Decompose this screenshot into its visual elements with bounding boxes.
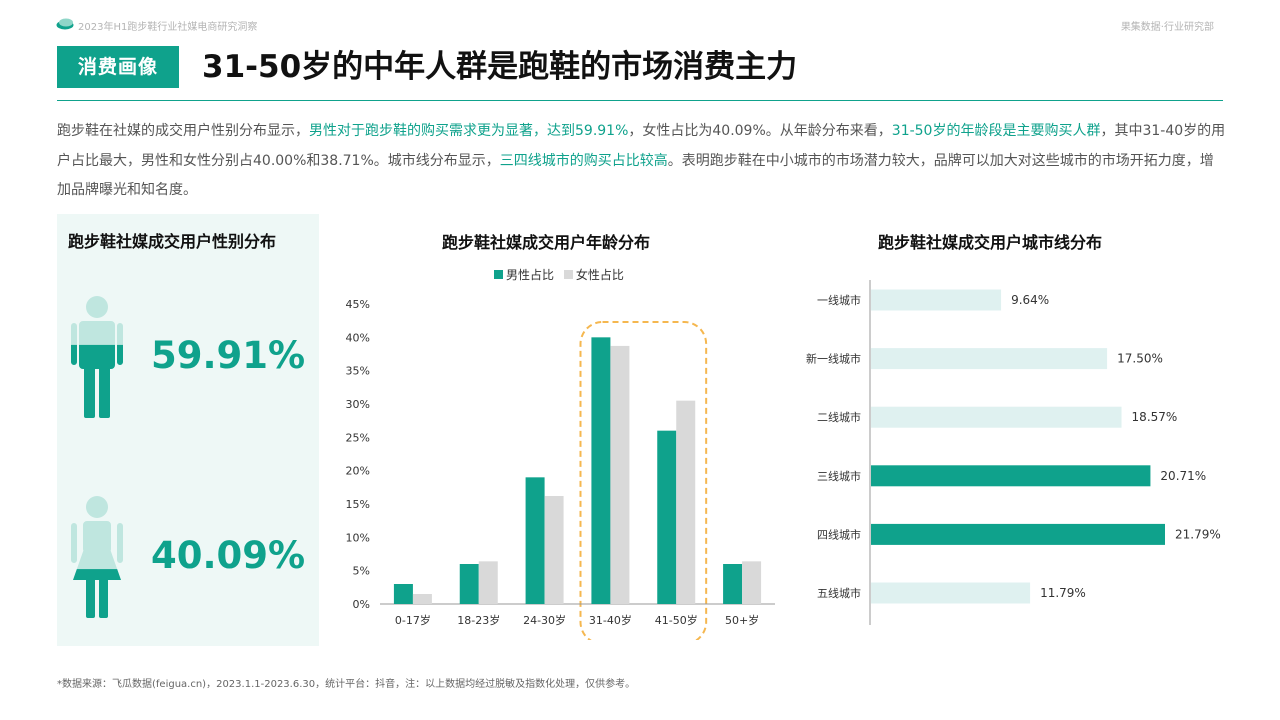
- gender-panel: 跑步鞋社媒成交用户性别分布 59.91%: [57, 214, 319, 646]
- x-tick-label: 50+岁: [725, 613, 759, 627]
- y-tick-label: 25%: [346, 431, 370, 444]
- city-bar: [871, 289, 1002, 311]
- category-label: 一线城市: [817, 293, 861, 307]
- legend-label-male: 男性占比: [506, 268, 555, 282]
- legend-item-female: 女性占比: [563, 266, 624, 283]
- report-name: 2023年H1跑步鞋行业社媒电商研究洞察: [78, 22, 258, 33]
- bar-male: [459, 564, 479, 604]
- bar-male: [591, 337, 611, 604]
- gender-chart-title: 跑步鞋社媒成交用户性别分布: [68, 232, 277, 251]
- summary-highlight: 三四线城市的购买占比较高: [499, 152, 668, 169]
- y-tick-label: 15%: [346, 498, 370, 511]
- department-name: 果集数据·行业研究部: [1120, 22, 1214, 33]
- bar-female: [544, 496, 564, 604]
- y-tick-label: 20%: [346, 465, 370, 478]
- bar-female: [676, 400, 696, 604]
- title-divider: [57, 100, 1223, 101]
- y-tick-label: 40%: [346, 331, 370, 344]
- top-bar: 2023年H1跑步鞋行业社媒电商研究洞察 果集数据·行业研究部: [56, 14, 1214, 34]
- city-bar: [871, 523, 1165, 545]
- y-tick-label: 30%: [346, 398, 370, 411]
- bar-female: [742, 561, 762, 604]
- bar-male: [525, 477, 545, 604]
- city-bar: [871, 348, 1108, 370]
- logo-icon: [56, 18, 74, 30]
- x-tick-label: 18-23岁: [457, 613, 500, 627]
- bar-female: [478, 561, 498, 604]
- age-chart-legend: 男性占比 女性占比: [494, 266, 630, 283]
- category-label: 二线城市: [817, 410, 861, 424]
- city-bar: [871, 582, 1031, 604]
- male-percentage: 59.91%: [151, 334, 306, 377]
- data-source-footnote: *数据来源：飞瓜数据(feigua.cn)，2023.1.1-2023.6.30…: [57, 679, 636, 690]
- page-title: 31-50岁的中年人群是跑鞋的市场消费主力: [202, 49, 798, 85]
- y-tick-label: 35%: [346, 365, 370, 378]
- bar-female: [412, 594, 432, 604]
- city-bar: [871, 406, 1122, 428]
- x-tick-label: 0-17岁: [395, 613, 431, 627]
- bar-male: [723, 564, 743, 604]
- category-label: 新一线城市: [806, 352, 861, 366]
- bar-female: [610, 345, 630, 604]
- legend-item-male: 男性占比: [494, 266, 554, 283]
- age-distribution-chart: 0% 5% 10% 15% 20% 25% 30% 35% 40% 45% 0-17岁 18-23岁 2…: [346, 298, 775, 640]
- y-tick-label: 45%: [346, 298, 370, 311]
- y-tick-label: 5%: [353, 565, 370, 578]
- legend-swatch-male: [494, 270, 503, 279]
- data-label: 18.57%: [1132, 410, 1178, 424]
- data-label: 9.64%: [1011, 293, 1049, 307]
- age-chart-title: 跑步鞋社媒成交用户年龄分布: [442, 233, 651, 252]
- summary-text: 跑步鞋在社媒的成交用户性别分布显示，: [57, 123, 309, 139]
- x-tick-label: 31-40岁: [589, 613, 632, 627]
- bar-male: [393, 584, 413, 604]
- city-bar: [871, 465, 1151, 487]
- female-person-icon: [71, 496, 123, 618]
- summary-text: 。表明跑步鞋在中小城市的市场潜力较大，品牌可以加大对这些城市的市场开拓力度，增加…: [57, 152, 1214, 199]
- male-person-icon: [71, 296, 123, 418]
- x-tick-label: 41-50岁: [655, 613, 698, 627]
- category-label: 三线城市: [817, 469, 861, 483]
- summary-paragraph: 跑步鞋在社媒的成交用户性别分布显示，男性对于跑步鞋的购买需求更为显著，达到59.…: [57, 117, 1227, 206]
- summary-highlight: 31-50岁的年龄段是主要购买人群: [891, 123, 1101, 139]
- city-tier-distribution-chart: 一线城市 9.64% 新一线城市 17.50% 二线城市 18.57% 三线城市 20.71%…: [806, 280, 1221, 625]
- data-label: 17.50%: [1117, 352, 1163, 366]
- y-tick-label: 10%: [346, 531, 370, 544]
- legend-label-female: 女性占比: [575, 268, 624, 282]
- category-label: 四线城市: [817, 527, 861, 541]
- summary-text: ，其中31-40岁的用户占比最大，男性和女性分别占40.00%和38.71%。城…: [57, 123, 1226, 169]
- section-tag: 消费画像: [57, 46, 179, 88]
- data-label: 20.71%: [1160, 469, 1206, 483]
- y-tick-label: 0%: [353, 598, 370, 611]
- bar-male: [657, 430, 677, 604]
- summary-highlight: 男性对于跑步鞋的购买需求更为显著，达到59.91%: [309, 123, 629, 139]
- city-chart-title: 跑步鞋社媒成交用户城市线分布: [878, 233, 1103, 252]
- category-label: 五线城市: [817, 586, 861, 600]
- highlight-box: [579, 321, 708, 640]
- data-label: 11.79%: [1040, 586, 1086, 600]
- legend-swatch-female: [563, 270, 573, 279]
- summary-text: ，女性占比为40.09%。从年龄分布来看，: [628, 123, 892, 139]
- female-percentage: 40.09%: [151, 534, 306, 577]
- data-label: 21.79%: [1175, 527, 1221, 541]
- x-tick-label: 24-30岁: [523, 613, 566, 627]
